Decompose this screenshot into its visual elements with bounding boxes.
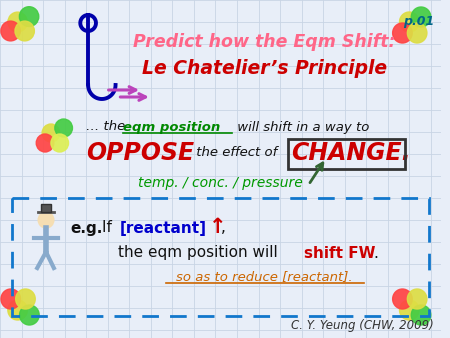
Circle shape xyxy=(8,300,27,320)
Circle shape xyxy=(51,134,68,152)
Text: p.01: p.01 xyxy=(404,16,435,28)
Circle shape xyxy=(393,23,412,43)
Text: ↑: ↑ xyxy=(208,217,226,237)
Text: C. Y. Yeung (CHW, 2009): C. Y. Yeung (CHW, 2009) xyxy=(291,318,434,332)
Text: the effect of: the effect of xyxy=(192,146,277,160)
Circle shape xyxy=(15,21,34,41)
Text: Le Chatelier’s Principle: Le Chatelier’s Principle xyxy=(142,58,387,77)
Text: CHANGE.: CHANGE. xyxy=(291,141,410,165)
Text: eqm position: eqm position xyxy=(123,121,220,134)
Circle shape xyxy=(19,7,39,26)
Text: … the: … the xyxy=(86,121,130,134)
Text: If: If xyxy=(102,220,117,236)
Circle shape xyxy=(55,119,72,137)
Circle shape xyxy=(411,7,431,27)
Circle shape xyxy=(400,12,419,32)
Circle shape xyxy=(407,289,427,309)
Text: ,: , xyxy=(221,220,226,236)
Text: [reactant]: [reactant] xyxy=(119,220,207,236)
Text: shift FW: shift FW xyxy=(304,245,375,261)
Circle shape xyxy=(393,289,412,309)
Circle shape xyxy=(16,289,35,309)
Circle shape xyxy=(36,134,54,152)
FancyBboxPatch shape xyxy=(41,204,51,212)
Circle shape xyxy=(42,124,60,142)
Text: OPPOSE: OPPOSE xyxy=(86,141,194,165)
Circle shape xyxy=(1,21,20,41)
Text: temp. / conc. / pressure: temp. / conc. / pressure xyxy=(138,176,303,190)
Circle shape xyxy=(1,289,21,309)
Text: the eqm position will: the eqm position will xyxy=(117,245,282,261)
Circle shape xyxy=(38,212,54,228)
Text: will shift in a way to: will shift in a way to xyxy=(233,121,369,134)
Text: so as to reduce [reactant].: so as to reduce [reactant]. xyxy=(176,270,353,284)
Text: Predict how the Eqm Shift:: Predict how the Eqm Shift: xyxy=(133,33,396,51)
Text: .: . xyxy=(373,245,378,261)
Circle shape xyxy=(400,300,419,320)
Circle shape xyxy=(8,12,27,32)
Circle shape xyxy=(407,23,427,43)
Circle shape xyxy=(20,305,39,325)
Text: e.g.: e.g. xyxy=(71,220,103,236)
Circle shape xyxy=(411,305,431,325)
